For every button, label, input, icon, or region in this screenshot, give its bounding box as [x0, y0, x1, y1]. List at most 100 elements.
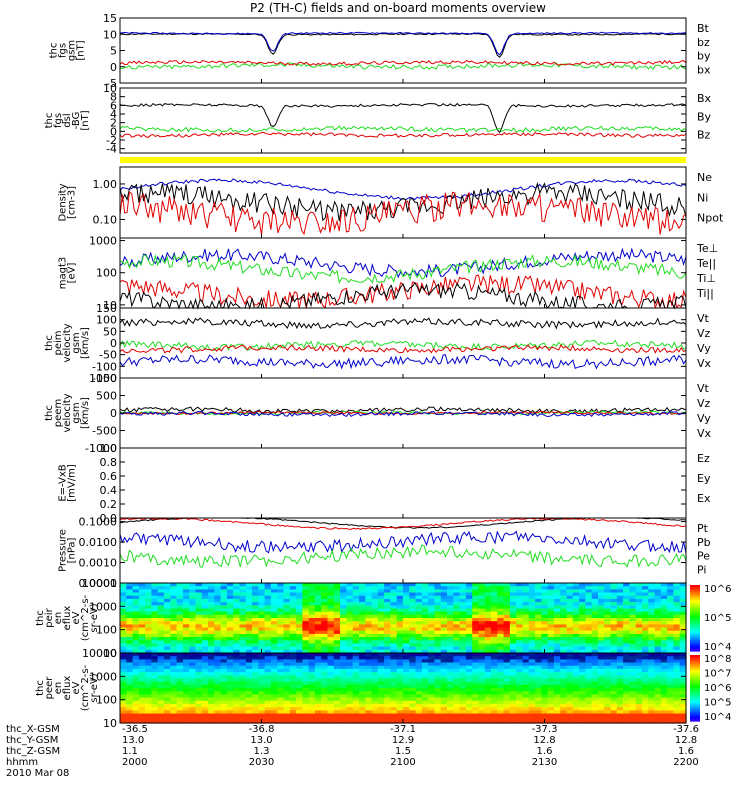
spectrogram-cell: [377, 583, 385, 587]
spectrogram-cell: [245, 694, 253, 699]
spectrogram-cell: [258, 703, 266, 708]
spectrogram-cell: [384, 716, 391, 721]
spectrogram-cell: [126, 646, 134, 651]
spectrogram-cell: [566, 675, 574, 680]
spectrogram-cell: [553, 675, 561, 680]
spectrogram-cell: [289, 710, 297, 715]
spectrogram-cell: [308, 640, 316, 645]
spectrogram-cell: [509, 707, 517, 711]
spectrogram-cell: [522, 618, 530, 622]
spectrogram-cell: [604, 633, 612, 638]
spectrogram-cell: [673, 649, 681, 654]
spectrogram-cell: [189, 672, 197, 676]
spectrogram-cell: [465, 633, 473, 638]
spectrogram-cell: [553, 608, 561, 613]
time-axis-value: 1.1: [122, 746, 138, 757]
spectrogram-cell: [239, 719, 247, 724]
spectrogram-cell: [484, 643, 492, 648]
spectrogram-cell: [145, 716, 153, 721]
spectrogram-cell: [459, 719, 467, 724]
spectrogram-cell: [484, 583, 492, 587]
spectrogram-cell: [390, 633, 398, 638]
spectrogram-cell: [610, 621, 618, 625]
spectrogram-cell: [176, 700, 184, 705]
spectrogram-cell: [459, 649, 467, 654]
spectrogram-cell: [208, 643, 215, 648]
spectrogram-cell: [447, 640, 454, 645]
spectrogram-cell: [541, 707, 549, 711]
spectrogram-cell: [371, 608, 379, 613]
spectrogram-cell: [132, 694, 140, 699]
spectrogram-cell: [283, 649, 291, 654]
spectrogram-cell: [453, 694, 461, 699]
colorbar-cell: [690, 640, 700, 643]
spectrogram-cell: [409, 694, 417, 699]
spectrogram-cell: [503, 586, 511, 590]
spectrogram-cell: [484, 649, 492, 654]
spectrogram-cell: [465, 713, 473, 718]
spectrogram-cell: [195, 681, 203, 686]
spectrogram-cell: [648, 611, 656, 616]
spectrogram-cell: [610, 602, 618, 606]
spectrogram-cell: [270, 707, 278, 711]
spectrogram-cell: [440, 713, 448, 718]
legend-label: Vz: [697, 327, 711, 340]
spectrogram-cell: [182, 630, 190, 635]
y-tick-label: 0: [110, 407, 117, 420]
spectrogram-cell: [164, 592, 171, 597]
spectrogram-cell: [390, 611, 398, 616]
spectrogram-cell: [572, 653, 580, 657]
spectrogram-cell: [528, 589, 536, 594]
spectrogram-cell: [635, 662, 643, 667]
spectrogram-cell: [604, 659, 612, 664]
legend-label: Ti⊥: [696, 272, 716, 285]
spectrogram-cell: [340, 675, 347, 680]
spectrogram-cell: [315, 672, 322, 676]
spectrogram-cell: [371, 605, 379, 610]
spectrogram-cell: [434, 592, 442, 597]
spectrogram-cell: [208, 633, 215, 638]
spectrogram-cell: [642, 691, 649, 695]
spectrogram-cell: [547, 697, 555, 702]
spectrogram-cell: [497, 589, 505, 594]
spectrogram-cell: [598, 614, 605, 619]
spectrogram-cell: [541, 691, 549, 695]
spectrogram-cell: [459, 637, 467, 641]
spectrogram-cell: [201, 614, 209, 619]
spectrogram-cell: [604, 697, 612, 702]
spectrogram-cell: [359, 659, 366, 664]
spectrogram-cell: [239, 598, 247, 603]
time-axis-value: -37.1: [390, 724, 416, 735]
y-axis-label-line: [nPa]: [67, 537, 78, 563]
spectrogram-cell: [415, 589, 423, 594]
spectrogram-cell: [333, 688, 341, 692]
spectrogram-cell: [522, 624, 530, 629]
spectrogram-cell: [679, 684, 687, 689]
spectrogram-cell: [164, 703, 171, 708]
spectrogram-cell: [566, 602, 574, 606]
spectrogram-cell: [170, 592, 178, 597]
spectrogram-cell: [522, 605, 530, 610]
spectrogram-cell: [667, 700, 674, 705]
spectrogram-cell: [340, 697, 347, 702]
spectrogram-cell: [195, 665, 203, 670]
spectrogram-cell: [415, 640, 423, 645]
spectrogram-cell: [321, 589, 329, 594]
spectrogram-cell: [302, 630, 310, 635]
spectrogram-cell: [132, 713, 140, 718]
spectrogram-cell: [484, 716, 492, 721]
spectrogram-cell: [321, 605, 329, 610]
legend-label: Bz: [697, 129, 711, 142]
spectrogram-cell: [629, 707, 637, 711]
spectrogram-cell: [415, 611, 423, 616]
spectrogram-cell: [315, 598, 322, 603]
spectrogram-cell: [598, 675, 605, 680]
spectrogram-cell: [308, 694, 316, 699]
spectrogram-cell: [428, 624, 436, 629]
spectrogram-cell: [547, 598, 555, 603]
spectrogram-cell: [302, 681, 310, 686]
spectrogram-cell: [245, 598, 253, 603]
spectrogram-cell: [572, 707, 580, 711]
spectrogram-cell: [667, 688, 674, 692]
panel-frame: [119, 87, 687, 154]
